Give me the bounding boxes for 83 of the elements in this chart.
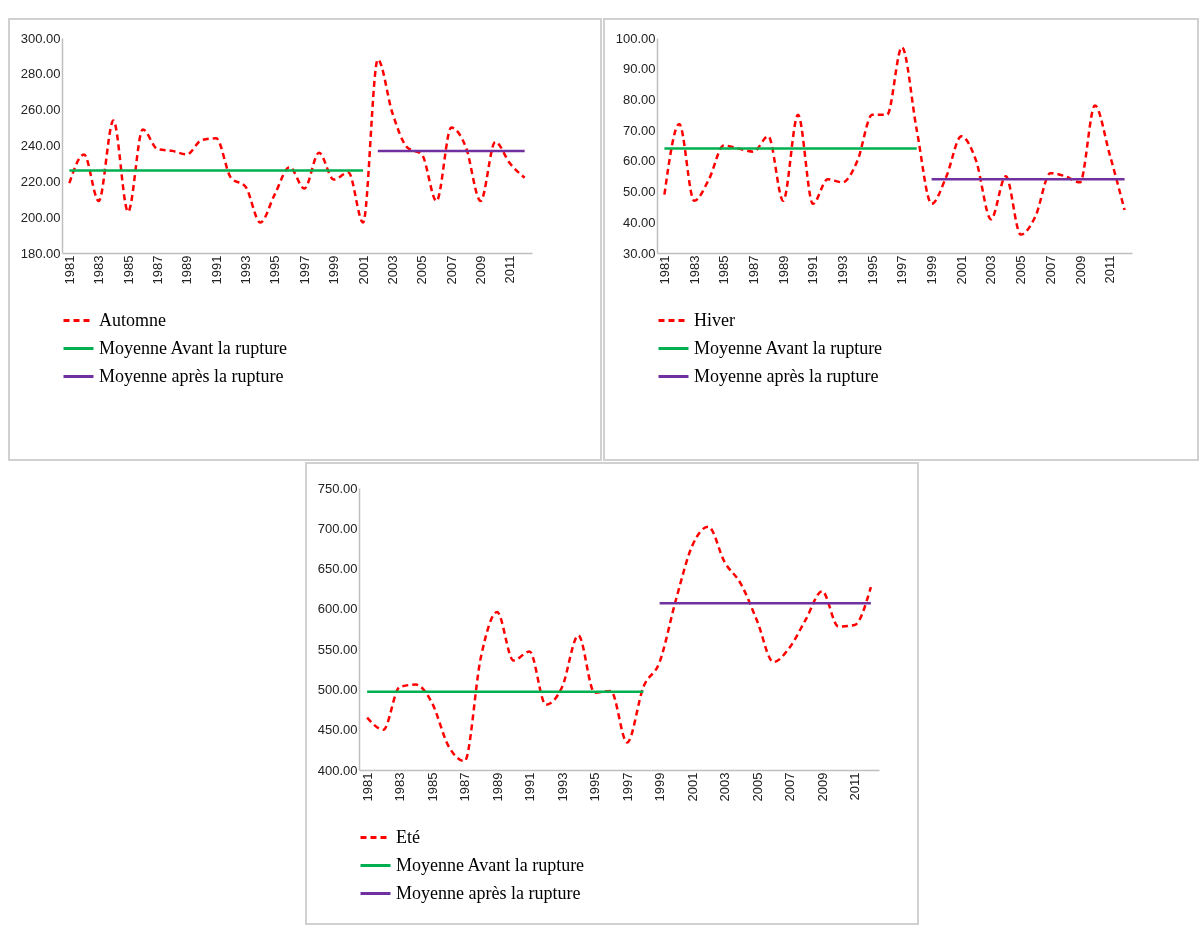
y-tick-label: 70.00 — [622, 122, 656, 138]
x-tick-label: 2011 — [847, 772, 863, 801]
x-tick-label: 1985 — [120, 255, 136, 285]
y-tick-label: 200.00 — [20, 209, 61, 225]
y-tick-label: 220.00 — [20, 173, 61, 189]
x-tick-label: 1989 — [489, 772, 505, 802]
x-tick-label: 1997 — [894, 255, 910, 285]
x-tick-label: 1985 — [716, 255, 732, 285]
x-tick-label: 2011 — [502, 255, 518, 284]
x-tick-label: 1995 — [267, 255, 283, 285]
x-tick-label: 1999 — [326, 255, 342, 285]
x-tick-label: 2005 — [1013, 255, 1029, 285]
y-tick-label: 50.00 — [622, 184, 656, 200]
y-tick-label: 600.00 — [317, 601, 358, 617]
x-tick-label: 2007 — [782, 772, 798, 802]
x-tick-label: 1991 — [805, 255, 821, 285]
x-tick-label: 2009 — [473, 255, 489, 285]
x-tick-label: 2009 — [814, 772, 830, 802]
x-tick-label: 1993 — [238, 255, 254, 285]
x-tick-label: 2003 — [983, 255, 999, 285]
x-tick-label: 2001 — [684, 772, 700, 802]
x-tick-label: 1989 — [775, 255, 791, 285]
legend-label: Moyenne Avant la rupture — [99, 337, 288, 358]
x-tick-label: 1987 — [745, 255, 761, 285]
x-tick-label: 1981 — [656, 255, 672, 285]
x-tick-label: 1983 — [686, 255, 702, 285]
y-tick-label: 700.00 — [317, 520, 358, 536]
x-tick-label: 1987 — [457, 772, 473, 802]
x-tick-label: 1995 — [587, 772, 603, 802]
y-tick-label: 40.00 — [622, 214, 656, 230]
x-tick-label: 2001 — [355, 255, 371, 285]
legend-label: Eté — [396, 826, 420, 847]
x-tick-label: 1997 — [296, 255, 312, 285]
y-tick-label: 650.00 — [317, 561, 358, 577]
x-tick-label: 2003 — [717, 772, 733, 802]
x-tick-label: 1999 — [652, 772, 668, 802]
x-tick-label: 1999 — [924, 255, 940, 285]
x-tick-label: 2007 — [443, 255, 459, 285]
legend-label: Moyenne après la rupture — [694, 365, 879, 386]
y-tick-label: 180.00 — [20, 245, 61, 261]
y-tick-label: 300.00 — [20, 30, 61, 46]
x-tick-label: 2005 — [749, 772, 765, 802]
x-tick-label: 1997 — [619, 772, 635, 802]
x-tick-label: 2003 — [384, 255, 400, 285]
line-series — [663, 45, 1126, 236]
legend-label: Moyenne après la rupture — [99, 365, 284, 386]
legend-label: Moyenne Avant la rupture — [694, 337, 883, 358]
x-tick-label: 1995 — [864, 255, 880, 285]
x-tick-label: 2009 — [1072, 255, 1088, 285]
x-tick-label: 2005 — [414, 255, 430, 285]
legend-label: Moyenne Avant la rupture — [396, 854, 585, 875]
y-tick-label: 280.00 — [20, 66, 61, 82]
y-tick-label: 550.00 — [317, 641, 358, 657]
x-tick-label: 1991 — [522, 772, 538, 802]
legend-label: Automne — [99, 309, 166, 330]
line-series — [365, 525, 873, 763]
x-tick-label: 1987 — [149, 255, 165, 285]
y-tick-label: 90.00 — [622, 61, 656, 77]
y-tick-label: 400.00 — [317, 762, 358, 778]
y-tick-label: 240.00 — [20, 138, 61, 153]
x-tick-label: 2011 — [1102, 255, 1118, 284]
y-tick-label: 750.00 — [317, 480, 358, 496]
legend-label: Moyenne après la rupture — [396, 882, 581, 903]
y-tick-label: 500.00 — [317, 681, 358, 697]
x-tick-label: 1993 — [554, 772, 570, 802]
y-tick-label: 30.00 — [622, 245, 656, 261]
x-tick-label: 1983 — [91, 255, 107, 285]
y-tick-label: 450.00 — [317, 722, 358, 738]
x-tick-label: 1989 — [179, 255, 195, 285]
line-series — [68, 58, 526, 224]
x-tick-label: 1981 — [359, 772, 375, 802]
x-tick-label: 1993 — [835, 255, 851, 285]
y-tick-label: 60.00 — [622, 153, 656, 169]
x-tick-label: 2007 — [1042, 255, 1058, 285]
y-tick-label: 100.00 — [615, 30, 656, 46]
legend-label: Hiver — [694, 309, 735, 330]
y-tick-label: 80.00 — [622, 91, 656, 107]
x-tick-label: 1991 — [208, 255, 224, 285]
x-tick-label: 2001 — [953, 255, 969, 285]
x-tick-label: 1985 — [424, 772, 440, 802]
x-tick-label: 1981 — [61, 255, 77, 285]
x-tick-label: 1983 — [392, 772, 408, 802]
y-tick-label: 260.00 — [20, 102, 61, 118]
